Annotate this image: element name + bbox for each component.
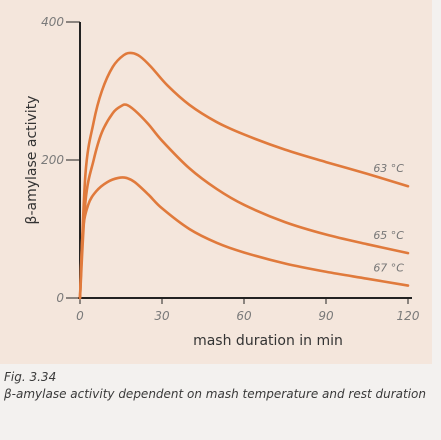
- x-tick-label: 60: [236, 309, 252, 323]
- series-line-1: [78, 103, 410, 300]
- y-axis-title: β-amylase activity: [24, 96, 40, 225]
- y-tick-label: 0: [56, 291, 64, 305]
- axes: [78, 22, 412, 299]
- x-axis-title: mash duration in min: [193, 333, 343, 349]
- series-label-1: 65 °C: [373, 229, 404, 242]
- series-group: [78, 51, 410, 300]
- x-tick-label: 120: [397, 309, 420, 323]
- x-tick-label: 90: [318, 309, 334, 323]
- tick-marks: [66, 21, 409, 304]
- figure-panel: 0 30 60 90 120 0 200 400 63 °C 65 °C 67 °C mash d…: [0, 0, 432, 364]
- series-line-0: [78, 51, 410, 300]
- caption-figure-number: Fig. 3.34: [4, 370, 57, 384]
- x-tick-label: 0: [76, 309, 84, 323]
- series-label-0: 63 °C: [373, 162, 404, 175]
- line-chart: 0 30 60 90 120 0 200 400 63 °C 65 °C 67 °C mash d…: [24, 15, 420, 349]
- series-labels: 63 °C 65 °C 67 °C: [373, 162, 404, 274]
- y-tick-label: 400: [41, 15, 64, 29]
- series-line-2: [78, 176, 410, 300]
- series-label-2: 67 °C: [373, 262, 404, 275]
- caption-text: β-amylase activity dependent on mash tem…: [4, 387, 427, 401]
- x-tick-label: 30: [154, 309, 170, 323]
- y-tick-label: 200: [41, 153, 64, 167]
- tick-labels: 0 30 60 90 120 0 200 400: [41, 15, 420, 323]
- figure-caption: Fig. 3.34 β-amylase activity dependent o…: [4, 369, 436, 403]
